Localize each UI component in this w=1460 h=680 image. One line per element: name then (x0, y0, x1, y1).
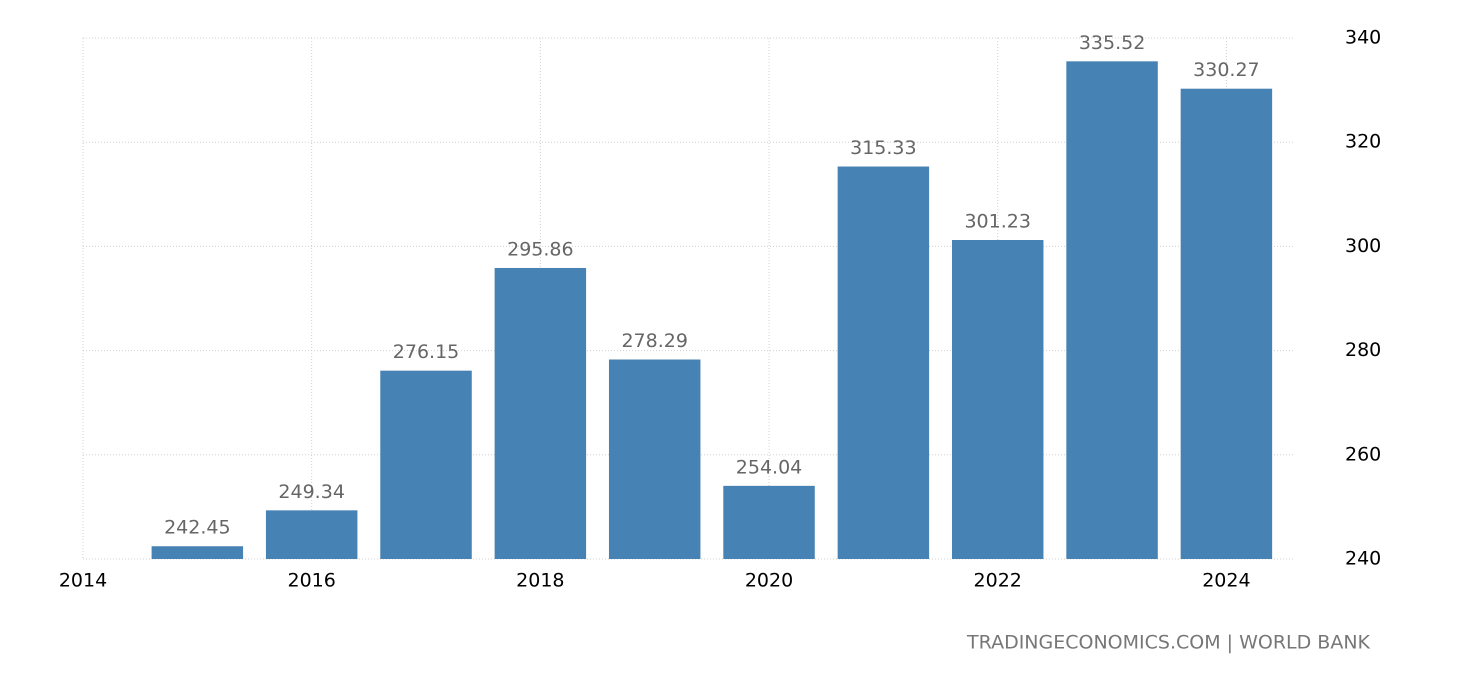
x-tick-label: 2022 (974, 570, 1022, 592)
value-label: 295.86 (507, 238, 573, 260)
value-label: 335.52 (1079, 32, 1145, 54)
value-label: 330.27 (1193, 59, 1259, 81)
bar (380, 370, 472, 559)
bar (494, 267, 587, 559)
value-label: 249.34 (278, 481, 344, 503)
y-tick-label: 340 (1345, 27, 1381, 49)
value-label: 254.04 (736, 456, 802, 478)
value-label: 278.29 (621, 330, 687, 352)
source: TRADINGECONOMICS.COM | WORLD BANK (966, 632, 1371, 654)
value-label: 276.15 (393, 341, 459, 363)
x-tick-label: 2014 (59, 570, 107, 592)
bar (723, 485, 815, 559)
bar (951, 239, 1044, 559)
value-label: 242.45 (164, 517, 230, 539)
value-label: 301.23 (964, 210, 1030, 232)
y-tick-label: 240 (1345, 548, 1381, 570)
x-tick-label: 2024 (1202, 570, 1250, 592)
y-tick-label: 320 (1345, 131, 1381, 153)
x-tick-label: 2016 (287, 570, 335, 592)
y-tick-label: 300 (1345, 235, 1381, 257)
value-label: 315.33 (850, 137, 916, 159)
bar (1180, 88, 1273, 559)
bar (837, 166, 930, 559)
bar (151, 546, 244, 559)
y-tick-label: 260 (1345, 443, 1381, 465)
bar (265, 510, 358, 559)
x-tick-label: 2020 (745, 570, 793, 592)
x-tick-label: 2018 (516, 570, 564, 592)
bar (1066, 61, 1158, 560)
y-tick-label: 280 (1345, 339, 1381, 361)
bar (608, 359, 701, 559)
